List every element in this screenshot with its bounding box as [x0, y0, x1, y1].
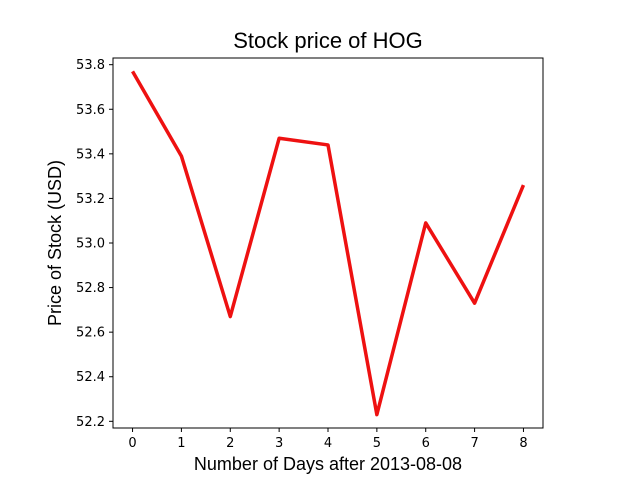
- x-tick-label: 4: [324, 436, 332, 451]
- y-tick-label: 53.4: [76, 147, 105, 162]
- series-layer: [131, 70, 526, 417]
- x-tick-label: 0: [128, 436, 136, 451]
- y-tick-label: 52.2: [76, 415, 105, 430]
- chart-title: Stock price of HOG: [233, 28, 423, 53]
- y-tick-label: 52.8: [76, 281, 105, 296]
- plot-frame: [112, 57, 544, 429]
- x-tick-label: 3: [275, 436, 283, 451]
- x-axis-label: Number of Days after 2013-08-08: [194, 454, 462, 474]
- y-tick-label: 52.4: [76, 370, 105, 385]
- y-axis-label: Price of Stock (USD): [45, 160, 65, 326]
- x-tick-label: 2: [226, 436, 234, 451]
- y-tick-label: 53.2: [76, 192, 105, 207]
- x-tick-label: 8: [519, 436, 527, 451]
- x-tick-label: 5: [373, 436, 381, 451]
- y-tick-label: 53.8: [76, 58, 105, 73]
- x-tick-label: 7: [470, 436, 478, 451]
- axis-ticks: 0 1 2 3 4 5 6 7 8 52.2 52.4 52.6 52.8 53.0 53.2 53.4 53.…: [76, 58, 528, 451]
- y-tick-label: 53.6: [76, 103, 105, 118]
- y-tick-label: 52.6: [76, 326, 105, 341]
- x-tick-label: 6: [422, 436, 430, 451]
- price-line-series-0: [131, 70, 526, 417]
- y-tick-label: 53.0: [76, 237, 105, 252]
- x-tick-label: 1: [177, 436, 185, 451]
